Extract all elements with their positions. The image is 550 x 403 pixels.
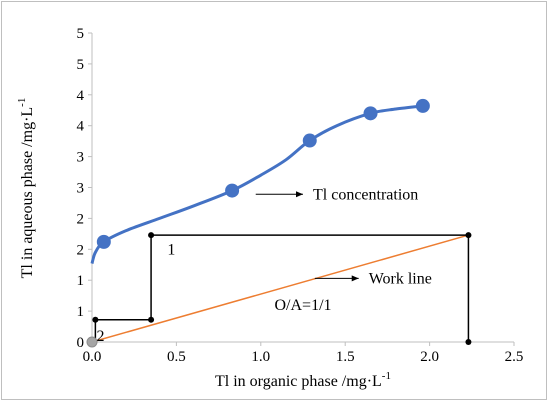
- y-tick-label: 2: [77, 242, 85, 258]
- step-lines: [94, 234, 470, 342]
- origin-marker: [86, 336, 98, 348]
- y-tick-label: 1: [77, 304, 85, 320]
- y-tick-label: 3: [77, 181, 85, 197]
- annotation-label: Tl concentration: [313, 186, 418, 203]
- y-tick-label: 3: [77, 150, 85, 166]
- step-point: [465, 232, 472, 239]
- series-layer: [86, 98, 472, 348]
- concentration-point: [225, 183, 240, 198]
- annotation-layer: Tl concentration Work line O/A=1/1 1 2: [96, 186, 431, 345]
- concentration-point: [96, 234, 111, 249]
- x-tick-labels: 0.0 0.5 1.0 1.5 2.0 2.5: [83, 349, 524, 365]
- x-tick-label: 2.5: [505, 349, 524, 365]
- y-tick-label: 5: [77, 26, 85, 42]
- x-tick-label: 1.5: [336, 349, 355, 365]
- y-tick-label: 0: [77, 335, 85, 351]
- x-tick-label: 0.0: [83, 349, 102, 365]
- y-axis-title: Tl in aqueous phase /mg·L-1: [16, 98, 36, 279]
- y-tick-label: 4: [77, 119, 85, 135]
- annotation-label: Work line: [369, 270, 432, 287]
- x-axis-title: Tl in organic phase /mg·L-1: [215, 370, 391, 390]
- x-tick-label: 0.5: [167, 349, 186, 365]
- concentration-point: [363, 106, 378, 121]
- annotation-label: 1: [167, 241, 175, 258]
- x-tick-label: 1.0: [251, 349, 270, 365]
- y-tick-labels: 0 1 1 2 2 3 3 4 4 5 5: [77, 26, 85, 351]
- work-line: [91, 234, 469, 343]
- concentration-curve: [90, 104, 424, 264]
- step-point: [92, 316, 99, 323]
- annotation-label: O/A=1/1: [274, 297, 331, 314]
- concentration-point: [302, 133, 317, 148]
- annotation-label: 2: [96, 328, 104, 345]
- concentration-point: [415, 98, 430, 113]
- step-point: [465, 339, 472, 345]
- step-point: [148, 232, 155, 239]
- y-tick-label: 4: [77, 88, 85, 104]
- y-tick-label: 2: [77, 211, 85, 227]
- step-point: [148, 316, 155, 323]
- x-tick-label: 2.0: [420, 349, 439, 365]
- y-tick-label: 1: [77, 273, 85, 289]
- y-tick-label: 5: [77, 57, 85, 73]
